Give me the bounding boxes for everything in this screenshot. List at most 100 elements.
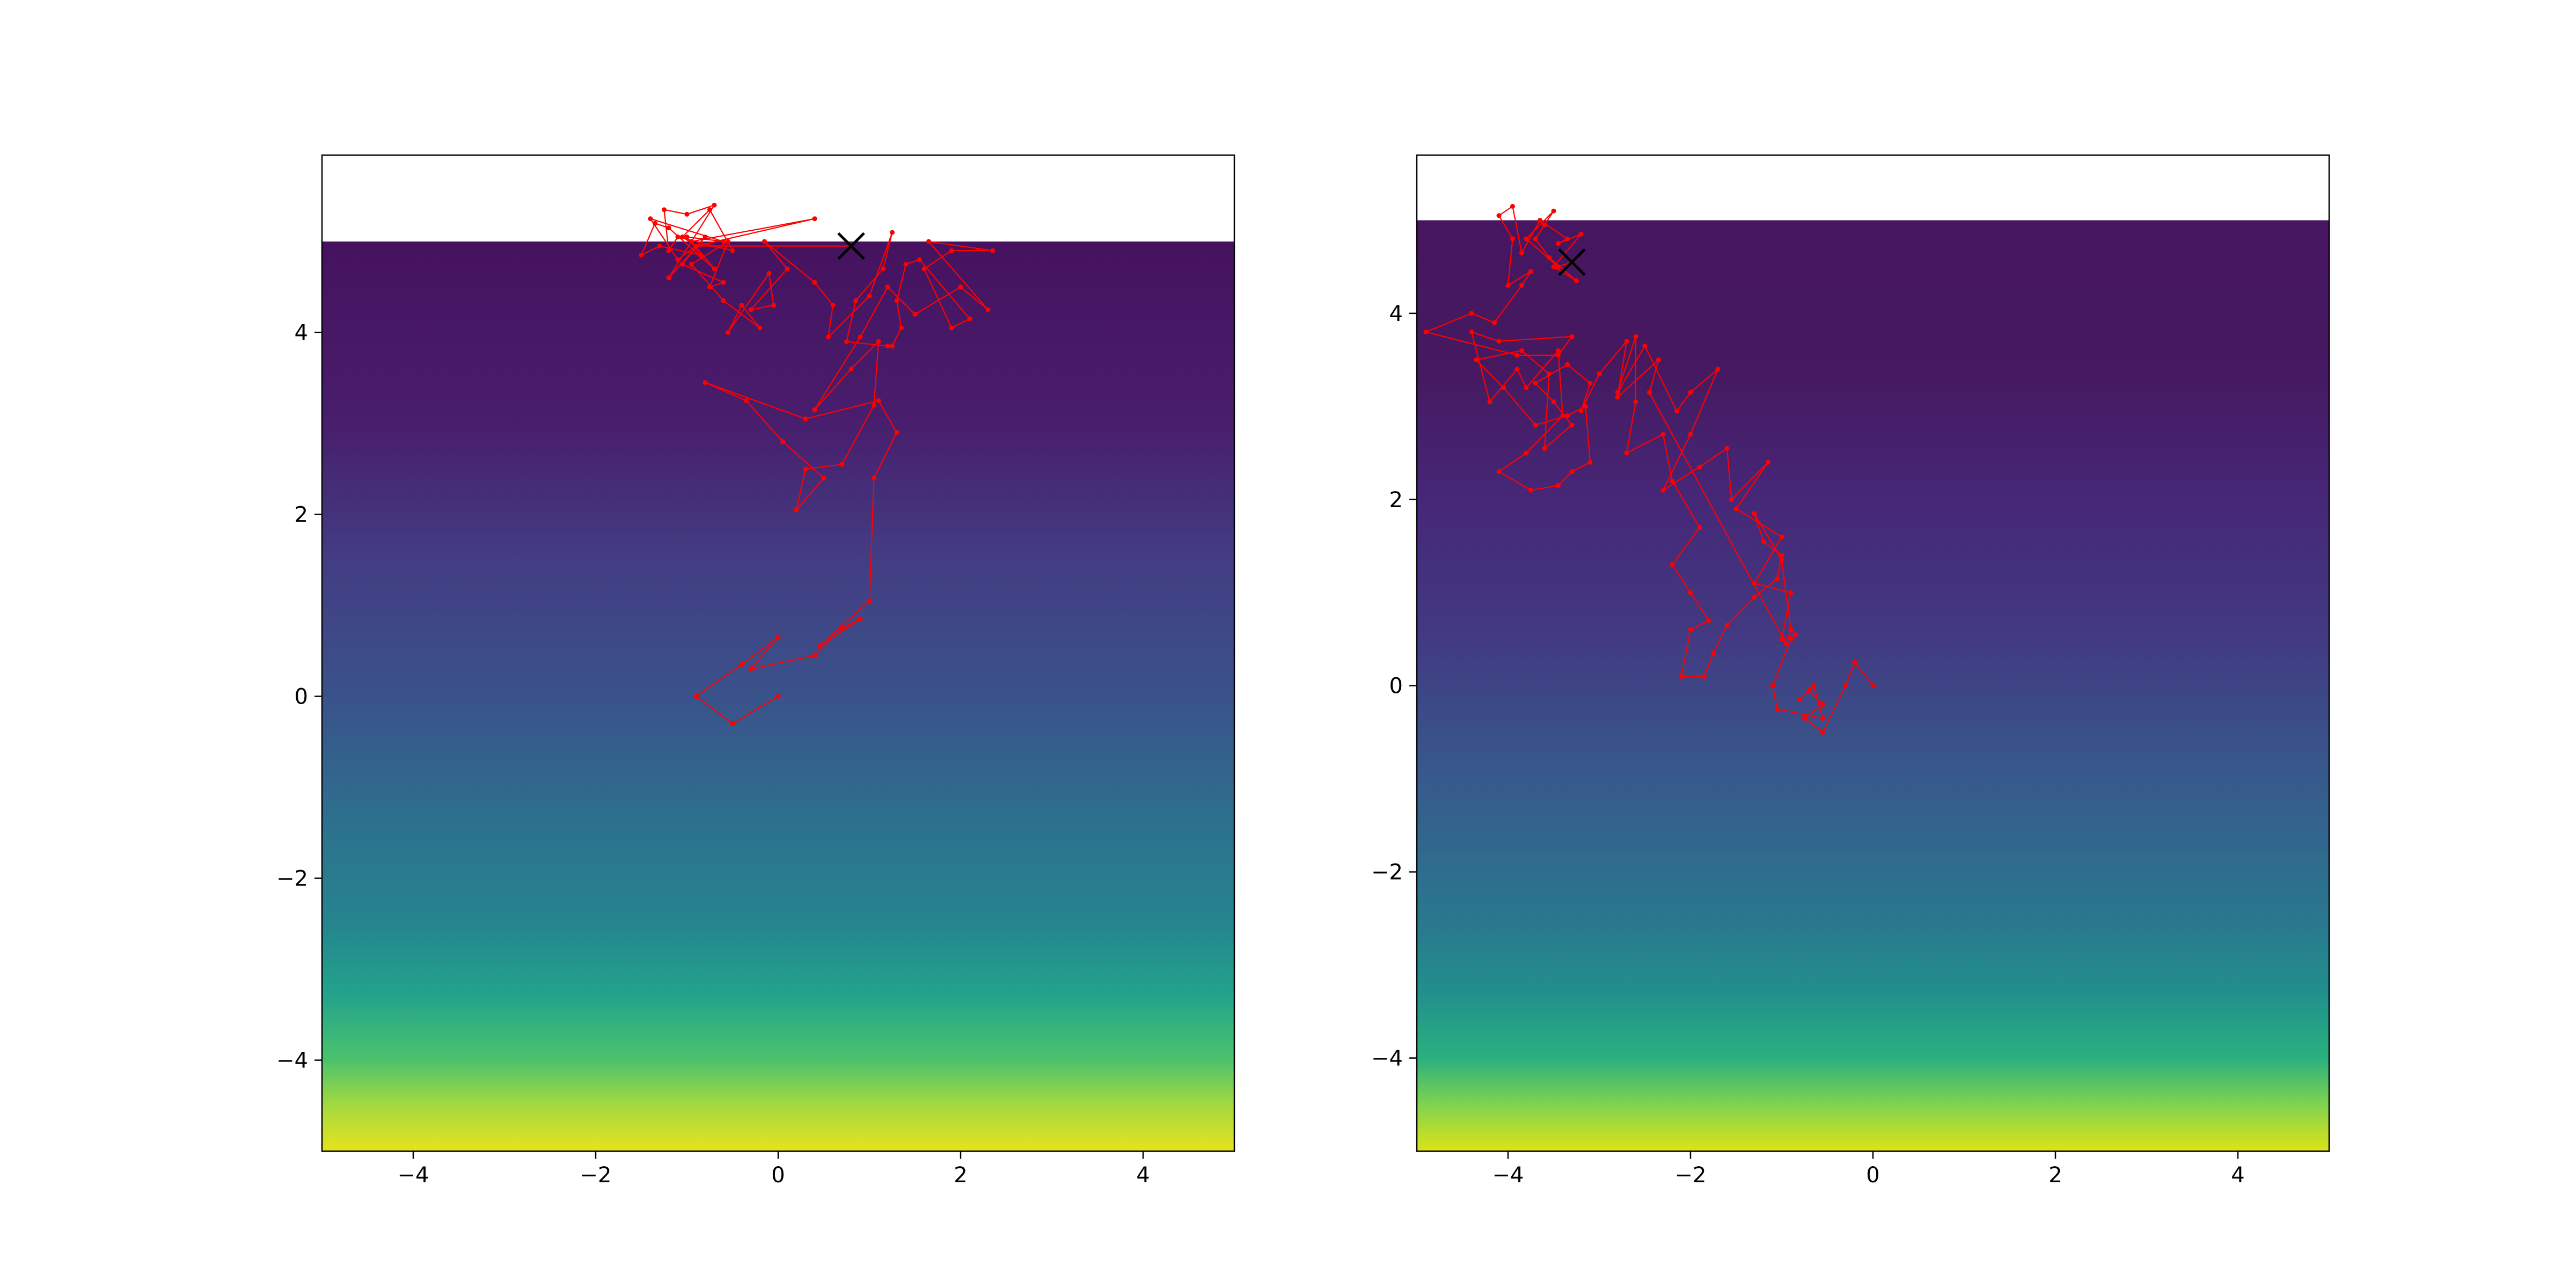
trajectory-point [698, 252, 703, 258]
trajectory-point [1670, 562, 1675, 567]
trajectory-point [1519, 283, 1524, 288]
trajectory-point [1587, 380, 1593, 386]
trajectory-point [1565, 413, 1570, 419]
trajectory-point [1688, 590, 1693, 595]
trajectory-point [812, 653, 817, 658]
trajectory-point [1633, 334, 1638, 339]
trajectory-point [826, 334, 831, 340]
trajectory-point [675, 235, 680, 239]
trajectory-point [1788, 627, 1794, 633]
y-tick-label: −4 [1371, 1046, 1403, 1071]
trajectory-point [1496, 339, 1502, 344]
trajectory-point [684, 235, 690, 239]
trajectory-point [1556, 241, 1561, 246]
trajectory-point [1752, 511, 1757, 516]
x-tick-label: 4 [2231, 1163, 2244, 1188]
trajectory-point [985, 307, 991, 312]
trajectory-point [990, 248, 995, 253]
trajectory-point [712, 202, 717, 208]
trajectory-point [1514, 353, 1520, 358]
trajectory-point [1870, 683, 1876, 689]
trajectory-point [1660, 431, 1666, 437]
trajectory-point [1724, 623, 1730, 628]
trajectory-point [748, 667, 753, 672]
trajectory-point [757, 325, 763, 331]
x-tick-label: 0 [1866, 1163, 1879, 1188]
trajectory-point [1423, 330, 1429, 335]
trajectory-point [894, 298, 899, 303]
trajectory-point [803, 416, 808, 421]
trajectory-point [876, 339, 881, 344]
y-tick-label: 2 [1389, 488, 1403, 513]
trajectory-point [653, 221, 657, 226]
trajectory-point [775, 634, 781, 640]
trajectory-point [1587, 459, 1593, 465]
trajectory-point [853, 298, 858, 303]
trajectory-point [684, 211, 690, 217]
trajectory-group [1423, 203, 1876, 735]
trajectory-point [1670, 478, 1675, 484]
trajectory-point [1547, 371, 1552, 377]
trajectory-point [721, 280, 726, 285]
trajectory-point [1697, 464, 1702, 470]
trajectory-point [1615, 390, 1620, 395]
trajectory-point [1556, 264, 1561, 269]
trajectory-point [693, 244, 699, 248]
y-tick-label: 0 [1389, 674, 1403, 699]
trajectory-point [1660, 487, 1666, 493]
y-tick-label: 0 [295, 685, 308, 709]
trajectory-point [839, 625, 845, 631]
x-tick-label: −2 [1675, 1163, 1707, 1188]
trajectory-point [844, 339, 849, 344]
trajectory-point [1615, 394, 1620, 400]
trajectory-point [1469, 330, 1474, 335]
trajectory-point [1715, 367, 1721, 372]
trajectory-point [1633, 399, 1638, 405]
y-tick-label: 2 [295, 503, 308, 528]
trajectory-point [707, 207, 712, 213]
trajectory-point [881, 266, 885, 272]
trajectory-point [1510, 236, 1515, 241]
trajectory-point [839, 462, 845, 467]
trajectory-point [1574, 278, 1579, 283]
trajectory-point [721, 298, 726, 303]
trajectory-point [1779, 636, 1784, 642]
trajectory-point [1811, 683, 1816, 689]
trajectory-point [657, 244, 662, 248]
trajectory-point [1551, 399, 1556, 405]
trajectory-point [1642, 343, 1648, 349]
trajectory-point [894, 430, 899, 435]
trajectory-point [1569, 469, 1575, 474]
trajectory-point [1688, 390, 1693, 395]
trajectory-point [785, 266, 790, 272]
trajectory-point [1560, 413, 1565, 419]
trajectory-point [858, 334, 863, 340]
trajectory-point [666, 225, 671, 231]
trajectory-point [1492, 320, 1497, 325]
trajectory-point [890, 343, 895, 349]
trajectory-point [949, 248, 954, 253]
x-tick-label: 2 [954, 1163, 967, 1188]
trajectory-point [1547, 255, 1552, 260]
trajectory-point [1733, 506, 1739, 511]
trajectory-point [780, 439, 785, 444]
trajectory-point [1519, 250, 1524, 255]
trajectory-point [1533, 422, 1538, 428]
trajectory-point [1697, 525, 1702, 530]
trajectory-point [1679, 674, 1684, 679]
trajectory-point [812, 407, 817, 413]
trajectory-point [748, 307, 753, 312]
trajectory-point [1519, 348, 1524, 353]
trajectory-point [1766, 459, 1770, 465]
trajectory-point [693, 694, 699, 699]
trajectory-point [1647, 390, 1652, 395]
trajectory-line [640, 204, 993, 724]
trajectory-point [1551, 208, 1556, 214]
trajectory-point [817, 643, 822, 649]
trajectory-point [812, 216, 817, 222]
trajectory-point [890, 230, 895, 235]
trajectory-point [1674, 408, 1679, 414]
trajectory-point [762, 239, 767, 244]
trajectory-point [1551, 264, 1556, 269]
trajectory-point [1688, 627, 1693, 633]
